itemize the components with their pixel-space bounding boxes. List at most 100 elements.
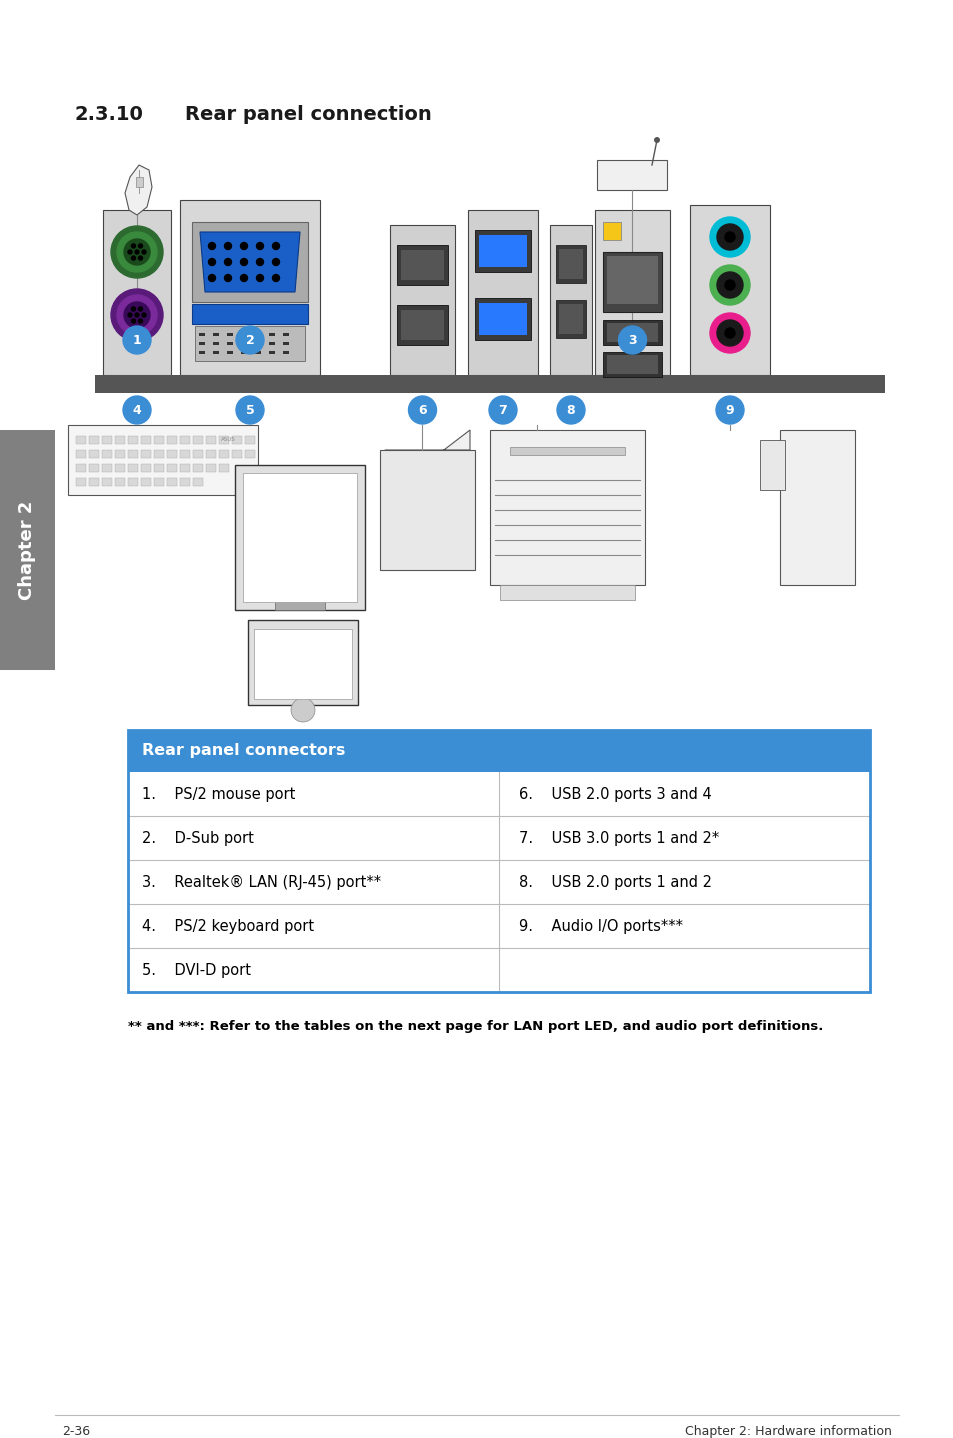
Circle shape	[128, 250, 132, 255]
Bar	[193, 450, 203, 457]
Text: 2.3.10: 2.3.10	[75, 105, 144, 124]
Bar	[128, 477, 138, 486]
Bar	[115, 464, 125, 472]
Text: 1.    PS/2 mouse port: 1. PS/2 mouse port	[142, 787, 295, 801]
Bar	[556, 301, 585, 338]
Bar	[292, 569, 308, 600]
Circle shape	[124, 239, 150, 265]
Bar	[199, 351, 205, 354]
Bar	[115, 450, 125, 457]
Bar	[490, 430, 644, 585]
Bar	[232, 436, 242, 444]
Bar	[269, 342, 274, 345]
Bar	[153, 477, 164, 486]
Circle shape	[132, 306, 135, 311]
Bar	[115, 477, 125, 486]
Bar	[76, 464, 86, 472]
Bar	[153, 464, 164, 472]
Circle shape	[489, 395, 517, 424]
Text: 2.    D-Sub port: 2. D-Sub port	[142, 831, 253, 846]
Bar	[396, 305, 448, 345]
Bar	[241, 351, 247, 354]
Bar	[128, 464, 138, 472]
Circle shape	[117, 232, 157, 272]
Bar	[180, 200, 319, 375]
Bar	[227, 342, 233, 345]
Bar	[128, 815, 869, 860]
Bar	[283, 334, 289, 336]
Circle shape	[224, 275, 232, 282]
Bar	[283, 342, 289, 345]
Bar	[180, 450, 190, 457]
Bar	[153, 436, 164, 444]
Circle shape	[724, 328, 734, 338]
Circle shape	[117, 295, 157, 335]
Circle shape	[240, 275, 247, 282]
Bar	[128, 772, 869, 815]
Bar	[180, 464, 190, 472]
Bar	[141, 477, 151, 486]
Text: 9.    Audio I/O ports***: 9. Audio I/O ports***	[518, 919, 682, 933]
Circle shape	[256, 259, 263, 266]
Bar	[245, 450, 254, 457]
Bar	[606, 256, 658, 303]
Bar	[400, 250, 443, 280]
Polygon shape	[125, 165, 152, 216]
Circle shape	[142, 250, 146, 255]
Bar	[499, 585, 635, 600]
Circle shape	[654, 137, 659, 142]
Bar	[95, 375, 884, 393]
Circle shape	[273, 259, 279, 266]
Text: 2-36: 2-36	[62, 1425, 90, 1438]
Text: ASUS: ASUS	[220, 437, 235, 441]
Text: 8: 8	[566, 404, 575, 417]
Circle shape	[256, 243, 263, 250]
Bar	[245, 436, 254, 444]
Bar	[194, 326, 305, 361]
Text: 7.    USB 3.0 ports 1 and 2*: 7. USB 3.0 ports 1 and 2*	[518, 831, 719, 846]
Bar	[89, 436, 99, 444]
Bar	[76, 477, 86, 486]
Text: 7: 7	[498, 404, 507, 417]
Circle shape	[135, 313, 139, 316]
Circle shape	[240, 243, 247, 250]
Bar	[76, 436, 86, 444]
Bar	[243, 473, 356, 603]
Circle shape	[273, 275, 279, 282]
Bar	[213, 351, 219, 354]
Circle shape	[717, 272, 742, 298]
Bar	[192, 221, 308, 302]
Text: 5.    DVI-D port: 5. DVI-D port	[142, 962, 251, 978]
Bar	[206, 464, 215, 472]
Bar	[193, 464, 203, 472]
Circle shape	[291, 697, 314, 722]
Text: 4.    PS/2 keyboard port: 4. PS/2 keyboard port	[142, 919, 314, 933]
Bar	[89, 450, 99, 457]
Circle shape	[717, 224, 742, 250]
Circle shape	[717, 321, 742, 347]
Circle shape	[135, 250, 139, 255]
Circle shape	[256, 275, 263, 282]
Bar	[689, 206, 769, 375]
Bar	[128, 450, 138, 457]
Bar	[115, 436, 125, 444]
Circle shape	[132, 319, 135, 324]
Bar	[89, 477, 99, 486]
Bar	[227, 351, 233, 354]
Bar	[213, 334, 219, 336]
Bar	[234, 464, 365, 610]
Bar	[400, 311, 443, 339]
Bar	[219, 464, 229, 472]
Bar	[602, 221, 620, 240]
Circle shape	[557, 395, 584, 424]
Bar	[602, 352, 661, 377]
Bar	[102, 477, 112, 486]
Text: 8.    USB 2.0 ports 1 and 2: 8. USB 2.0 ports 1 and 2	[518, 874, 711, 890]
Text: 3.    Realtek® LAN (RJ-45) port**: 3. Realtek® LAN (RJ-45) port**	[142, 874, 381, 890]
Bar	[167, 477, 177, 486]
Circle shape	[132, 244, 135, 247]
Bar	[167, 450, 177, 457]
Bar	[219, 450, 229, 457]
Text: 4: 4	[132, 404, 141, 417]
Bar	[227, 334, 233, 336]
